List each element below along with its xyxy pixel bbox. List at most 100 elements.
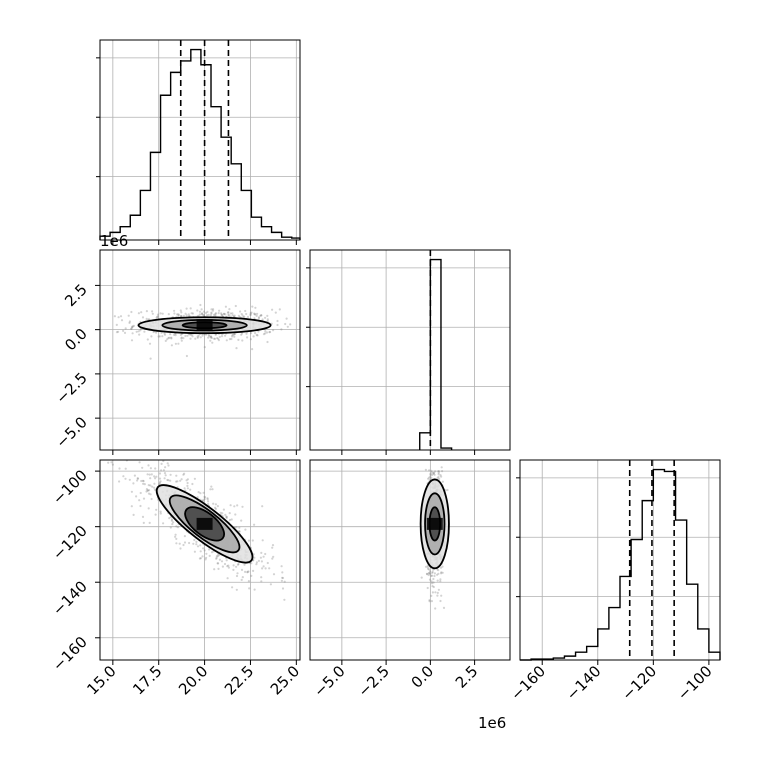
scatter-point bbox=[272, 573, 276, 576]
scatter-point bbox=[222, 508, 225, 511]
scatter-point bbox=[135, 495, 138, 498]
scatter-point bbox=[199, 544, 202, 547]
scatter-point bbox=[228, 518, 231, 522]
scatter-point bbox=[248, 587, 251, 590]
xtick-label: −5.0 bbox=[310, 662, 348, 700]
scatter-point bbox=[217, 554, 220, 558]
scatter-point bbox=[180, 337, 183, 340]
xtick-label: −120 bbox=[618, 662, 660, 704]
scatter-point bbox=[217, 562, 220, 565]
scatter-point bbox=[301, 333, 303, 335]
scatter-point bbox=[437, 473, 440, 476]
scatter-point bbox=[431, 574, 434, 577]
scatter-point bbox=[124, 477, 127, 480]
scatter-point bbox=[214, 506, 217, 509]
scatter-point bbox=[212, 308, 215, 311]
scatter-point bbox=[130, 327, 133, 330]
scatter-point bbox=[266, 340, 269, 344]
scatter-point bbox=[166, 462, 169, 465]
scatter-point bbox=[199, 303, 202, 307]
scatter-point bbox=[152, 330, 155, 334]
scatter-point bbox=[228, 308, 231, 311]
scatter-point bbox=[122, 329, 125, 332]
scatter-point bbox=[240, 332, 244, 335]
scatter-point bbox=[438, 477, 441, 480]
scatter-point bbox=[135, 330, 138, 333]
scatter-point bbox=[193, 538, 196, 542]
scatter-point bbox=[427, 573, 430, 577]
scatter-point bbox=[219, 511, 222, 514]
scatter-point bbox=[217, 339, 220, 342]
scatter-point bbox=[214, 312, 217, 315]
scatter-point bbox=[289, 323, 292, 326]
scatter-point bbox=[186, 484, 189, 487]
scatter-point bbox=[266, 561, 269, 565]
scatter-point bbox=[235, 526, 238, 529]
scatter-point bbox=[153, 486, 156, 489]
scatter-point bbox=[193, 477, 196, 480]
scatter-point bbox=[185, 479, 188, 482]
scatter-point bbox=[148, 473, 151, 476]
scatter-point bbox=[136, 479, 139, 482]
scatter-point bbox=[253, 556, 256, 559]
scatter-point bbox=[210, 336, 213, 340]
scatter-point bbox=[251, 348, 254, 351]
scatter-point bbox=[145, 317, 148, 320]
scatter-point bbox=[437, 572, 440, 575]
scatter-point bbox=[268, 331, 271, 334]
scatter-point bbox=[430, 574, 433, 578]
offset-label-param1-x: 1e6 bbox=[478, 714, 506, 732]
scatter-point bbox=[276, 319, 279, 323]
scatter-point bbox=[281, 571, 284, 574]
scatter-point bbox=[439, 474, 442, 477]
scatter-point bbox=[203, 346, 206, 349]
scatter-point bbox=[203, 496, 207, 499]
scatter-point bbox=[187, 313, 190, 316]
scatter-point bbox=[210, 308, 213, 311]
scatter-point bbox=[115, 446, 117, 448]
scatter-point bbox=[440, 571, 443, 574]
xtick-label: 15.0 bbox=[83, 662, 119, 698]
scatter-point bbox=[209, 339, 212, 342]
scatter-point bbox=[111, 463, 114, 466]
scatter-point bbox=[195, 543, 198, 546]
scatter-point bbox=[264, 552, 267, 556]
scatter-point bbox=[143, 330, 146, 333]
scatter-point bbox=[254, 332, 257, 335]
scatter-point bbox=[145, 310, 148, 313]
scatter-point bbox=[246, 336, 249, 339]
scatter-point bbox=[118, 467, 121, 470]
scatter-point bbox=[174, 342, 177, 345]
scatter-point bbox=[283, 598, 286, 601]
scatter-point bbox=[264, 332, 267, 335]
scatter-point bbox=[179, 309, 182, 312]
scatter-point bbox=[227, 564, 230, 567]
scatter-point bbox=[281, 576, 284, 579]
scatter-point bbox=[132, 324, 135, 327]
scatter-point bbox=[198, 313, 201, 316]
ytick-label: −100 bbox=[49, 466, 91, 508]
scatter-point bbox=[226, 577, 229, 580]
scatter-point bbox=[150, 497, 153, 501]
scatter-point bbox=[227, 313, 230, 316]
scatter-point bbox=[233, 332, 236, 336]
scatter-point bbox=[235, 588, 238, 591]
scatter-point bbox=[199, 557, 202, 560]
scatter-point bbox=[265, 331, 269, 334]
scatter-point bbox=[95, 444, 97, 446]
scatter-point bbox=[281, 576, 285, 580]
histogram-param1 bbox=[419, 258, 453, 450]
scatter-point bbox=[211, 488, 214, 491]
scatter-point bbox=[168, 336, 171, 339]
scatter-point bbox=[154, 477, 157, 480]
scatter-point bbox=[433, 572, 436, 575]
scatter-point bbox=[218, 558, 221, 561]
scatter-point bbox=[429, 572, 432, 575]
scatter-point bbox=[440, 594, 443, 597]
scatter-point bbox=[243, 563, 246, 566]
scatter-point bbox=[439, 580, 442, 583]
scatter-point bbox=[271, 557, 274, 560]
scatter-point bbox=[224, 313, 227, 316]
scatter-point bbox=[425, 572, 429, 575]
